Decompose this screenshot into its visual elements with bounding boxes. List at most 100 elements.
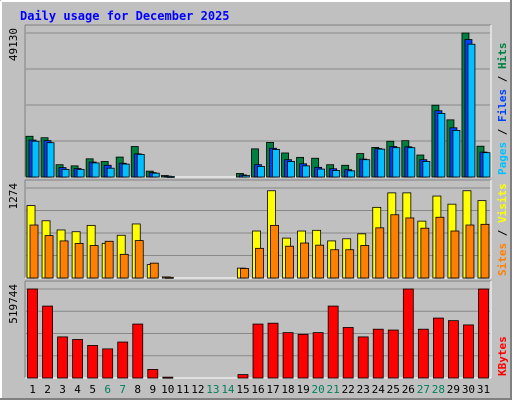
bar-pages-day-5 [91,162,100,178]
y-max-label: 49130 [7,28,20,61]
bar-kbytes-day-10 [162,376,174,379]
bar-pages-day-7 [121,163,130,178]
x-tick-label-day-9: 9 [149,383,156,396]
x-tick-label-day-1: 1 [29,383,36,396]
legend-part: Hits [496,43,509,70]
bar-sites-day-17 [270,224,279,279]
bar-pages-day-10 [166,176,175,178]
series-legend-label: Sites / Visits [496,183,509,276]
bar-sites-day-24 [375,227,385,279]
bar-pages-day-4 [76,168,85,178]
legend-part: / [496,69,509,89]
bar-pages-day-30 [467,43,476,178]
bar-kbytes-day-29 [448,320,459,379]
bar-kbytes-day-30 [463,324,474,379]
bar-pages-day-9 [151,172,160,178]
x-tick-label-day-11: 11 [176,383,189,396]
bar-pages-day-27 [422,161,431,178]
x-tick-label-day-5: 5 [89,383,96,396]
bar-kbytes-day-31 [478,288,489,379]
x-tick-label-day-7: 7 [119,383,126,396]
x-tick-label-day-27: 27 [417,383,430,396]
bar-pages-day-8 [136,154,145,178]
bar-pages-day-29 [452,129,461,178]
bar-pages-day-20 [317,168,326,178]
x-tick-label-day-4: 4 [74,383,81,396]
bar-sites-day-8 [134,240,144,279]
x-tick-label-day-22: 22 [342,383,355,396]
bar-pages-day-22 [347,170,356,178]
bar-kbytes-day-25 [387,329,399,379]
legend-part: Pages [496,142,509,175]
x-tick-label-day-15: 15 [236,383,249,396]
bar-kbytes-day-28 [432,317,444,379]
bar-kbytes-day-19 [297,333,309,379]
bar-pages-day-25 [392,147,401,178]
x-tick-label-day-20: 20 [312,383,325,396]
bar-sites-day-26 [405,217,415,279]
bar-kbytes-day-23 [357,336,369,379]
chart-panel-2: 1274 Sites / Visits [7,179,509,279]
bar-pages-day-2 [46,142,55,178]
bar-kbytes-day-20 [312,332,324,379]
legend-part: Sites [496,243,509,276]
bar-sites-day-25 [390,214,400,279]
x-tick-label-day-14: 14 [221,383,235,396]
bar-pages-day-24 [377,148,386,178]
bar-pages-day-19 [302,165,311,178]
series-legend-label: KBytes [496,336,509,376]
bar-pages-day-18 [287,161,295,178]
bar-kbytes-day-16 [252,323,264,379]
x-tick-label-day-26: 26 [402,383,415,396]
bar-kbytes-day-6 [102,348,114,379]
bar-sites-day-2 [44,235,54,279]
y-max-label: 1274 [7,183,20,210]
bar-pages-day-23 [362,159,371,178]
bar-sites-day-4 [74,242,84,279]
x-tick-label-day-3: 3 [59,383,66,396]
x-tick-label-day-10: 10 [161,383,174,396]
bar-pages-day-17 [272,149,280,178]
x-tick-label-day-25: 25 [387,383,400,396]
bar-kbytes-day-2 [42,305,53,379]
bar-sites-day-15 [240,268,249,279]
bar-sites-day-19 [300,242,310,279]
x-tick-label-day-18: 18 [281,383,294,396]
bar-sites-day-18 [285,245,294,279]
bar-pages-day-21 [332,170,341,178]
x-tick-label-day-31: 31 [477,383,490,396]
x-tick-label-day-2: 2 [44,383,51,396]
legend-part: KBytes [496,336,509,376]
x-tick-label-day-8: 8 [134,383,141,396]
bar-kbytes-day-7 [117,341,129,379]
bar-sites-day-10 [164,276,174,279]
x-tick-label-day-29: 29 [447,383,460,396]
bar-pages-day-6 [106,167,115,178]
x-tick-label-day-28: 28 [432,383,445,396]
bar-kbytes-day-3 [57,336,68,379]
bar-kbytes-day-18 [282,332,294,379]
x-tick-label-day-16: 16 [251,383,264,396]
x-tick-label-day-13: 13 [206,383,219,396]
x-tick-label-day-6: 6 [104,383,111,396]
chart-title: Daily usage for December 2025 [20,9,230,23]
bar-kbytes-day-9 [147,369,159,379]
bar-sites-day-5 [89,245,99,279]
bar-kbytes-day-24 [372,328,384,379]
bar-sites-day-1 [29,224,39,279]
bar-sites-day-30 [465,224,475,279]
bar-pages-day-28 [437,113,446,178]
bar-sites-day-7 [119,253,129,279]
x-tick-label-day-23: 23 [357,383,370,396]
bar-kbytes-day-27 [417,328,429,379]
bar-sites-day-31 [480,223,490,279]
bar-sites-day-23 [360,245,370,279]
bar-sites-day-22 [345,249,355,279]
bar-sites-day-29 [450,230,460,279]
bar-kbytes-day-4 [72,339,84,379]
bar-kbytes-day-8 [132,323,144,379]
bar-sites-day-28 [435,216,445,279]
bar-pages-day-15 [242,175,250,178]
